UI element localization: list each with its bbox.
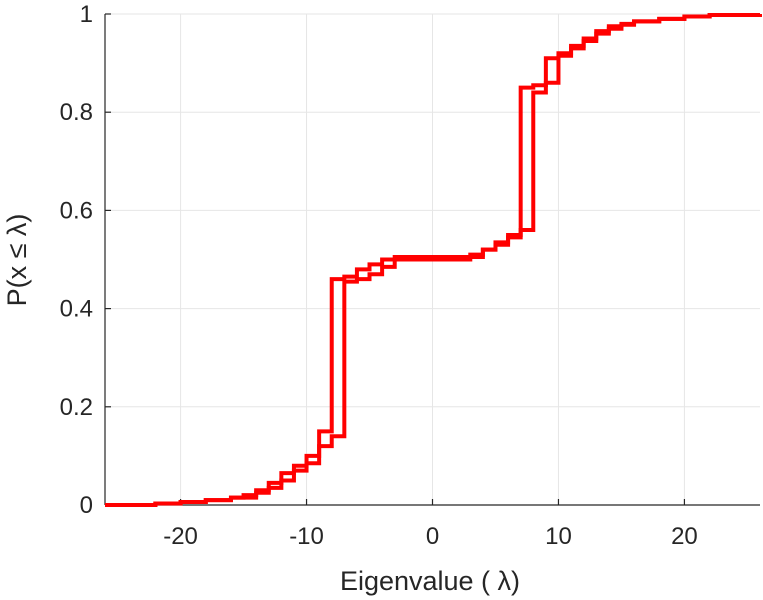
y-tick-label: 0.6 [60,197,93,224]
tick-labels: -20 -10 0 10 20 0 0.2 0.4 0.6 0.8 1 [60,1,698,550]
x-tick-label: -10 [289,523,324,550]
x-tick-label: 10 [545,523,572,550]
y-tick-label: 1 [80,1,93,28]
x-tick-label: -20 [163,523,198,550]
y-axis-label: P(x ≤ λ) [2,214,32,307]
x-tick-label: 20 [671,523,698,550]
y-tick-label: 0.2 [60,394,93,421]
y-tick-label: 0 [80,492,93,519]
y-tick-label: 0.8 [60,99,93,126]
y-tick-label: 0.4 [60,296,93,323]
cdf-series-line-2 [105,12,762,507]
x-axis-label: Eigenvalue ( λ) [340,566,520,596]
x-tick-label: 0 [426,523,439,550]
series-layer [105,12,762,507]
